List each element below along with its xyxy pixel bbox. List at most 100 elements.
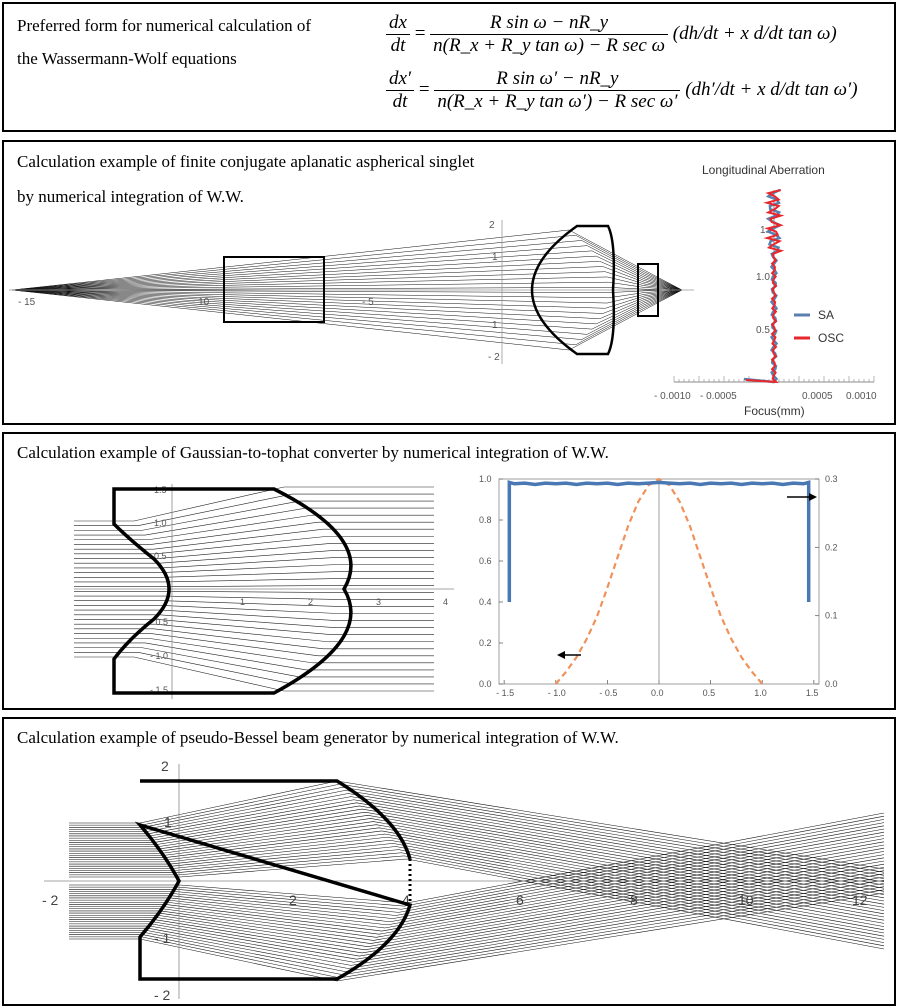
th-ray [74, 605, 434, 614]
bs-ray-lower [69, 847, 885, 938]
ap-ytick-0: 2 [489, 220, 495, 231]
aberration-inset: Longitudinal Aberration - 0.0010 - 0.000… [654, 163, 877, 418]
ap-ytick-1: 1 [492, 252, 498, 263]
th-xtick-2: 3 [376, 597, 381, 607]
aplanatic-panel: Calculation example of finite conjugate … [2, 140, 896, 425]
ap-ray [11, 289, 683, 325]
bs-ray-upper [69, 818, 885, 908]
bs-ray-upper [69, 846, 885, 937]
ap-ray [11, 287, 683, 291]
ap-ray [11, 289, 683, 314]
bs-ray-lower [69, 867, 885, 957]
eq2-lhs-den: dt [392, 91, 408, 112]
eq1-rhs-den: n(R_x + R_y tan ω) − R sec ω [433, 35, 666, 56]
th-ray [74, 633, 434, 657]
ap-aspheric-lens [530, 224, 616, 356]
eq1-lhs-num: dx [386, 12, 410, 35]
bs-ray-upper [69, 808, 885, 899]
th-ray [74, 623, 434, 643]
th-xtick-3: 4 [443, 597, 448, 607]
ap-ray [11, 289, 683, 304]
th-ray [74, 652, 434, 685]
th-ray [74, 609, 434, 621]
th-chart-yl-label: 0.6 [479, 556, 492, 566]
bs-xtick-0: - 2 [42, 892, 59, 908]
tophat-profile-chart: - 1.5 - 1.0 - 0.5 0.0 0.5 1.0 1.5 0.0 0.2 0.4 0.6 0… [479, 474, 838, 698]
tophat-lens-diagram: 1 2 3 4 1.5 1.0 0.5 - 0.5 - 1.0 - 1.5 [74, 484, 454, 699]
bs-ray-lower [69, 838, 885, 929]
th-chart-yl-label: 0.2 [479, 638, 492, 648]
bessel-title: Calculation example of pseudo-Bessel bea… [17, 728, 619, 747]
bs-ray-upper [69, 815, 885, 905]
eq2-paren: (dh′/dt + x d/dt tan ω′) [685, 78, 858, 100]
bs-ray-lower [69, 889, 885, 979]
inset-ytick-2: 0.5 [756, 325, 770, 336]
th-chart-x-label: - 1.0 [548, 688, 566, 698]
ap-ray [11, 289, 683, 351]
bs-ray-lower [69, 812, 885, 904]
th-lens [112, 487, 353, 695]
th-chart-x-label: 1.0 [754, 688, 767, 698]
th-ytick-5: - 1.5 [150, 685, 168, 695]
th-ytick-4: - 1.0 [150, 651, 168, 661]
arrow-right [787, 493, 817, 501]
bs-lens-top [140, 779, 412, 860]
eq2-rhs-num: R sin ω′ − nR_y [434, 68, 681, 91]
bs-ray-upper [69, 821, 885, 911]
bs-ray-lower [69, 835, 885, 926]
th-chart-x-label: 0.5 [703, 688, 716, 698]
th-ytick-2: 0.5 [154, 551, 167, 561]
ap-ray [11, 234, 683, 291]
bs-ray-upper [69, 849, 885, 940]
bs-ytick-0: 2 [161, 758, 169, 774]
th-ray [74, 486, 434, 522]
bs-ray-lower [69, 879, 885, 969]
intro-line-1: Preferred form for numerical calculation… [17, 16, 312, 35]
aplanatic-title-1: Calculation example of finite conjugate … [17, 152, 475, 171]
equations-panel: Preferred form for numerical calculation… [2, 2, 896, 132]
legend-osc-label: OSC [818, 331, 844, 345]
ap-plate-2 [637, 263, 659, 317]
inset-title: Longitudinal Aberration [702, 163, 825, 177]
bs-ray-lower [69, 860, 885, 951]
tophat-panel: Calculation example of Gaussian-to-topha… [2, 432, 896, 710]
bs-ray-lower [69, 886, 885, 976]
ap-ray [11, 289, 683, 319]
ap-xtick-2: - 5 [362, 297, 374, 308]
bessel-rays [69, 780, 885, 982]
bs-ray-upper [69, 793, 885, 883]
bs-ray-lower [69, 892, 885, 982]
th-ray [74, 500, 434, 531]
th-ray [74, 619, 434, 636]
inset-xtick-0: - 0.0010 [654, 391, 691, 402]
ap-ray [11, 261, 683, 291]
th-chart-x-label: - 0.5 [599, 688, 617, 698]
th-xtick-0: 1 [240, 597, 245, 607]
ap-ray [11, 289, 683, 346]
ap-ray [11, 250, 683, 291]
th-chart-x-label: - 1.5 [496, 688, 514, 698]
th-ray [74, 591, 434, 593]
bs-ray-lower [69, 815, 885, 907]
ap-ray [11, 245, 683, 291]
th-ray [74, 557, 434, 569]
bs-ray-upper [69, 830, 885, 921]
th-gaussian-curve [554, 477, 764, 685]
bs-ray-upper [69, 786, 885, 876]
bs-xtick-3: 6 [516, 892, 524, 908]
bs-ray-lower [69, 831, 885, 922]
aplanatic-title-2: by numerical integration of W.W. [17, 187, 244, 206]
bs-ray-upper [69, 796, 885, 886]
bs-ray-upper [69, 811, 885, 902]
ap-ray [11, 271, 683, 291]
bs-ray-lower [69, 819, 885, 910]
ap-ytick-2: 1 [492, 320, 498, 331]
bs-ray-lower [69, 883, 885, 972]
ap-ray [11, 289, 683, 335]
th-ray [74, 637, 434, 664]
th-chart-yl-label: 1.0 [479, 474, 492, 484]
eq1-paren: (dh/dt + x d/dt tan ω) [672, 22, 837, 44]
ap-ray [11, 281, 683, 291]
th-tophat-curve [507, 480, 811, 602]
ap-ray [11, 255, 683, 291]
